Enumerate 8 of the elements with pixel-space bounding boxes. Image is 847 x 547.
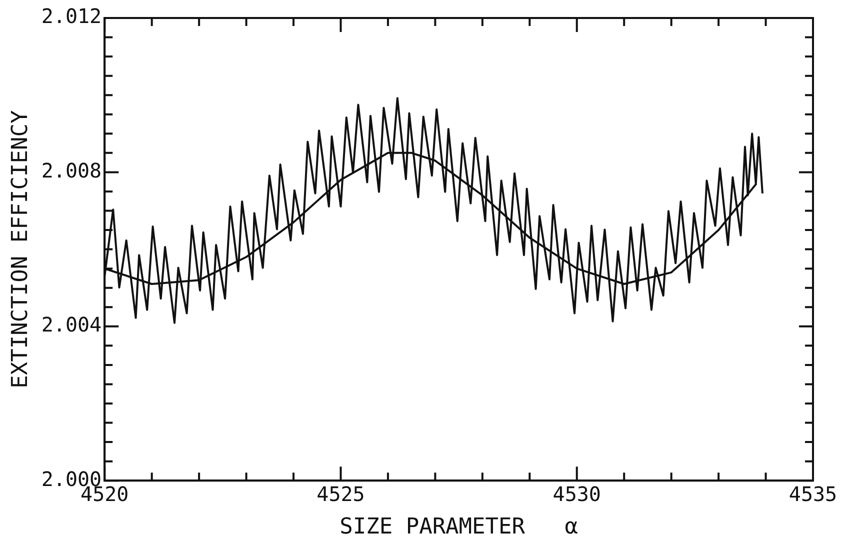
y-tick-label: 2.004	[41, 312, 102, 337]
x-tick-label: 4530	[552, 482, 601, 506]
y-tick-label: 2.012	[41, 4, 102, 28]
x-tick-label: 4535	[788, 482, 838, 506]
y-axis-title: EXTINCTION EFFICIENCY	[8, 110, 33, 388]
x-axis-title: SIZE PARAMETER α	[340, 514, 578, 540]
y-tick-label: 2.008	[41, 158, 102, 182]
x-tick-label: 4525	[316, 482, 365, 506]
